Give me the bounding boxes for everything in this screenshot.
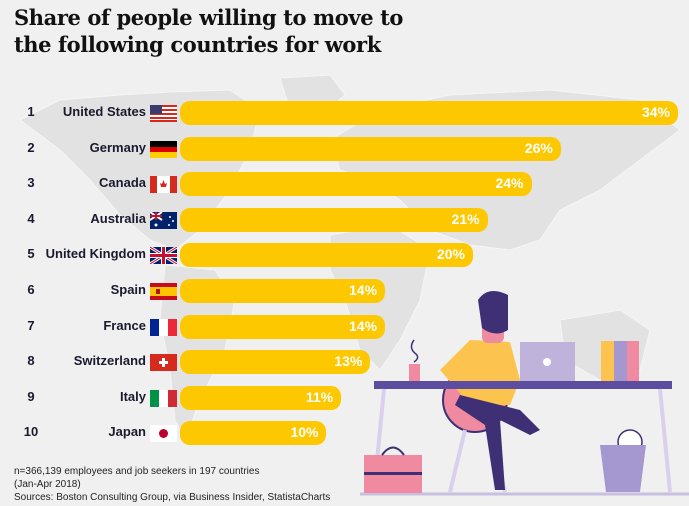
us-flag-icon <box>150 105 177 122</box>
rank-label: 5 <box>27 246 35 262</box>
rank-label: 4 <box>27 210 35 226</box>
value-label: 21% <box>451 210 480 227</box>
category-label: United Kingdom <box>45 246 146 262</box>
category-label: France <box>103 317 146 333</box>
rank-label: 8 <box>27 353 35 369</box>
bar-row: 8 Switzerland 13% <box>0 350 689 375</box>
australia-flag-icon <box>150 211 177 229</box>
bar-row: 1 United States 34% <box>0 101 689 125</box>
value-label: 26% <box>524 139 553 156</box>
bar: 21% <box>180 207 488 232</box>
value-label: 13% <box>334 353 363 370</box>
desk <box>374 381 672 389</box>
value-label: 14% <box>349 317 378 334</box>
value-label: 10% <box>290 424 319 441</box>
footnote-period: (Jan-Apr 2018) <box>14 479 81 490</box>
bar: 14% <box>180 314 386 339</box>
bar: 13% <box>180 350 371 375</box>
italy-flag-icon <box>150 389 177 407</box>
value-label: 14% <box>349 282 378 298</box>
category-label: Germany <box>89 139 146 155</box>
coffee-cup <box>409 339 420 382</box>
rank-label: 9 <box>27 388 35 404</box>
rank-label: 10 <box>23 424 39 440</box>
canada-flag-icon <box>150 176 177 194</box>
footnote: n=366,139 employees and job seekers in 1… <box>14 465 330 504</box>
category-label: United States <box>62 104 146 119</box>
category-label: Spain <box>110 282 146 297</box>
value-label: 34% <box>641 104 670 120</box>
bar-row: 3 Canada 24% <box>0 172 689 197</box>
category-label: Italy <box>119 388 146 404</box>
bar: 10% <box>180 421 327 446</box>
worker-illustration <box>360 291 689 496</box>
trash-bin-icon <box>600 429 646 492</box>
bar: 26% <box>180 136 561 161</box>
bar-row: 6 Spain 14% <box>0 279 689 303</box>
france-flag-icon <box>150 318 177 336</box>
bar-row: 7 France 14% <box>0 314 689 339</box>
bar: 34% <box>180 101 678 125</box>
laptop <box>520 342 575 382</box>
spain-flag-icon <box>150 283 177 300</box>
bar: 14% <box>180 279 386 303</box>
japan-flag-icon <box>150 425 177 443</box>
bar: 20% <box>180 243 473 268</box>
bar-row: 5 United Kingdom 20% <box>0 243 689 268</box>
rank-label: 7 <box>27 317 35 333</box>
bar-row: 4 Australia 21% <box>0 207 689 232</box>
uk-flag-icon <box>150 247 177 265</box>
bar-row: 2 Germany 26% <box>0 136 689 161</box>
briefcase-icon <box>364 446 422 493</box>
category-label: Australia <box>90 210 146 226</box>
binders <box>601 341 639 383</box>
category-label: Switzerland <box>73 353 146 369</box>
bar-row: 10 Japan 10% <box>0 421 689 446</box>
germany-flag-icon <box>150 140 177 158</box>
value-label: 24% <box>495 175 524 192</box>
rank-label: 6 <box>27 282 35 297</box>
rank-label: 2 <box>27 139 35 155</box>
bar: 24% <box>180 172 532 197</box>
category-label: Canada <box>99 175 146 191</box>
switzerland-flag-icon <box>150 354 177 372</box>
rank-label: 3 <box>27 175 35 191</box>
footnote-sample: n=366,139 employees and job seekers in 1… <box>14 466 260 477</box>
value-label: 11% <box>305 388 334 405</box>
category-label: Japan <box>108 424 146 440</box>
value-label: 20% <box>436 246 465 263</box>
rank-label: 1 <box>27 104 35 119</box>
footnote-sources: Sources: Boston Consulting Group, via Bu… <box>14 492 331 503</box>
chart-title: Share of people willing to move to the f… <box>14 5 403 57</box>
bar: 11% <box>180 385 342 410</box>
bar-row: 9 Italy 11% <box>0 385 689 410</box>
